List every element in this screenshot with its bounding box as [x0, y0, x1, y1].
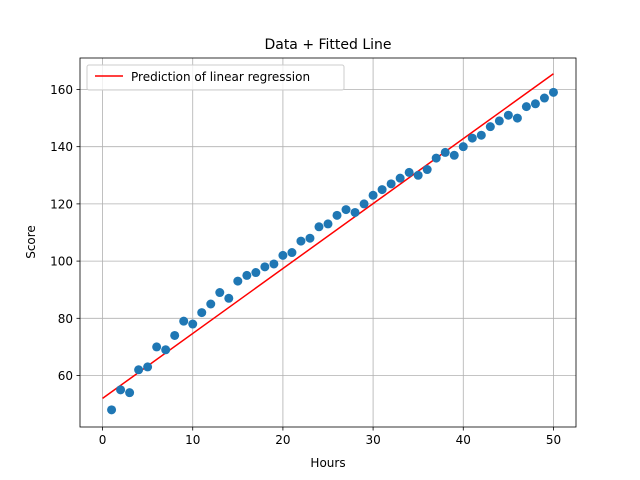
x-tick-label: 20 [275, 433, 290, 447]
data-point [323, 219, 333, 229]
data-point [503, 110, 513, 120]
y-tick-label: 80 [58, 312, 73, 326]
data-point [125, 388, 135, 398]
data-point [215, 288, 225, 298]
legend: Prediction of linear regression [86, 64, 345, 91]
legend-box [86, 64, 345, 91]
data-point [152, 342, 162, 352]
data-point [170, 330, 180, 340]
data-point [548, 87, 558, 97]
data-point [359, 199, 369, 209]
data-point [458, 142, 468, 152]
data-point [413, 170, 423, 180]
data-point [431, 153, 441, 163]
x-tick-label: 50 [546, 433, 561, 447]
x-tick-label: 0 [99, 433, 107, 447]
data-point [512, 113, 522, 123]
y-tick-label: 140 [50, 140, 73, 154]
y-axis-label: Score [24, 225, 38, 259]
x-tick-label: 10 [185, 433, 200, 447]
data-point [539, 93, 549, 103]
data-point [368, 190, 378, 200]
data-point [116, 385, 126, 395]
data-point [143, 362, 153, 372]
fitted-regression-line [102, 73, 554, 400]
x-tick-label: 40 [456, 433, 471, 447]
fitted-line-layer [102, 73, 554, 400]
data-point [251, 268, 261, 278]
data-point [449, 150, 459, 160]
legend-entry-label: Prediction of linear regression [131, 70, 310, 84]
data-point [440, 147, 450, 157]
data-point [287, 248, 297, 258]
data-point [197, 308, 207, 318]
axis-ticks: 0 10 20 30 40 50 60 80 100 120 140 160 [50, 83, 561, 447]
grid [80, 58, 576, 427]
data-point [404, 167, 414, 177]
data-point [242, 270, 252, 280]
y-tick-label: 160 [50, 83, 73, 97]
data-point [206, 299, 216, 309]
data-point [260, 262, 270, 272]
data-point [395, 173, 405, 183]
x-axis-label: Hours [310, 456, 345, 470]
data-point [269, 259, 279, 269]
data-point [332, 210, 342, 220]
y-tick-label: 120 [50, 197, 73, 211]
data-point [179, 316, 189, 326]
data-point [188, 319, 198, 329]
data-point [233, 276, 243, 286]
data-points-layer [107, 87, 558, 415]
data-point [305, 233, 315, 243]
data-point [107, 405, 117, 415]
data-point [224, 293, 234, 303]
data-point [278, 250, 288, 260]
data-point [386, 179, 396, 189]
x-tick-label: 30 [365, 433, 380, 447]
data-point [521, 102, 531, 112]
data-point [161, 345, 171, 355]
data-point [467, 133, 477, 143]
data-point [476, 130, 486, 140]
data-point [350, 207, 360, 217]
data-point [485, 122, 495, 132]
data-point [377, 185, 387, 195]
chart-title: Data + Fitted Line [264, 37, 391, 53]
data-point [494, 116, 504, 126]
plot-frame [79, 57, 577, 428]
y-tick-label: 100 [50, 255, 73, 269]
data-point [530, 99, 540, 109]
data-point [134, 365, 144, 375]
data-point [422, 165, 432, 175]
data-point [314, 222, 324, 232]
data-point [341, 205, 351, 215]
data-point [296, 236, 306, 246]
y-tick-label: 60 [58, 369, 73, 383]
